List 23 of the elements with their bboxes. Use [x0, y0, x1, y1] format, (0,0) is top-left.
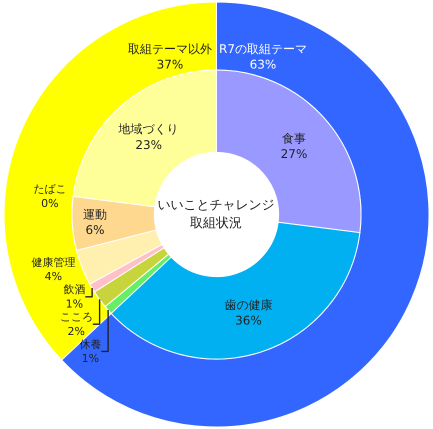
slice-label: 休養	[79, 338, 102, 351]
text: 0%	[41, 196, 59, 210]
data-label: 23%	[135, 138, 162, 152]
slice-label: 健康管理	[31, 256, 76, 269]
data-label: 37%	[156, 58, 184, 72]
slice-label: 食事	[282, 131, 306, 146]
slice-label: 地域づくり	[118, 122, 179, 136]
data-label: 1%	[82, 352, 100, 366]
data-label: 36%	[235, 314, 262, 328]
slice-label: こころ	[60, 310, 93, 324]
data-label: 2%	[68, 324, 85, 338]
slice-label: 歯の健康	[224, 298, 272, 312]
slice-label: 取組テーマ以外	[128, 42, 212, 56]
data-label: 63%	[250, 58, 276, 72]
data-label: 6%	[86, 222, 105, 237]
slice-label: R7の取組テーマ	[219, 42, 307, 56]
slice-label: 運動	[83, 207, 108, 222]
data-label: 1%	[66, 297, 84, 310]
text: いいことチャレンジ取組状況	[156, 197, 276, 232]
slice-label: 飲酒	[63, 283, 86, 296]
data-label: 27%	[280, 146, 308, 161]
category-label: たばこ	[33, 182, 66, 196]
data-label: 4%	[44, 270, 62, 284]
